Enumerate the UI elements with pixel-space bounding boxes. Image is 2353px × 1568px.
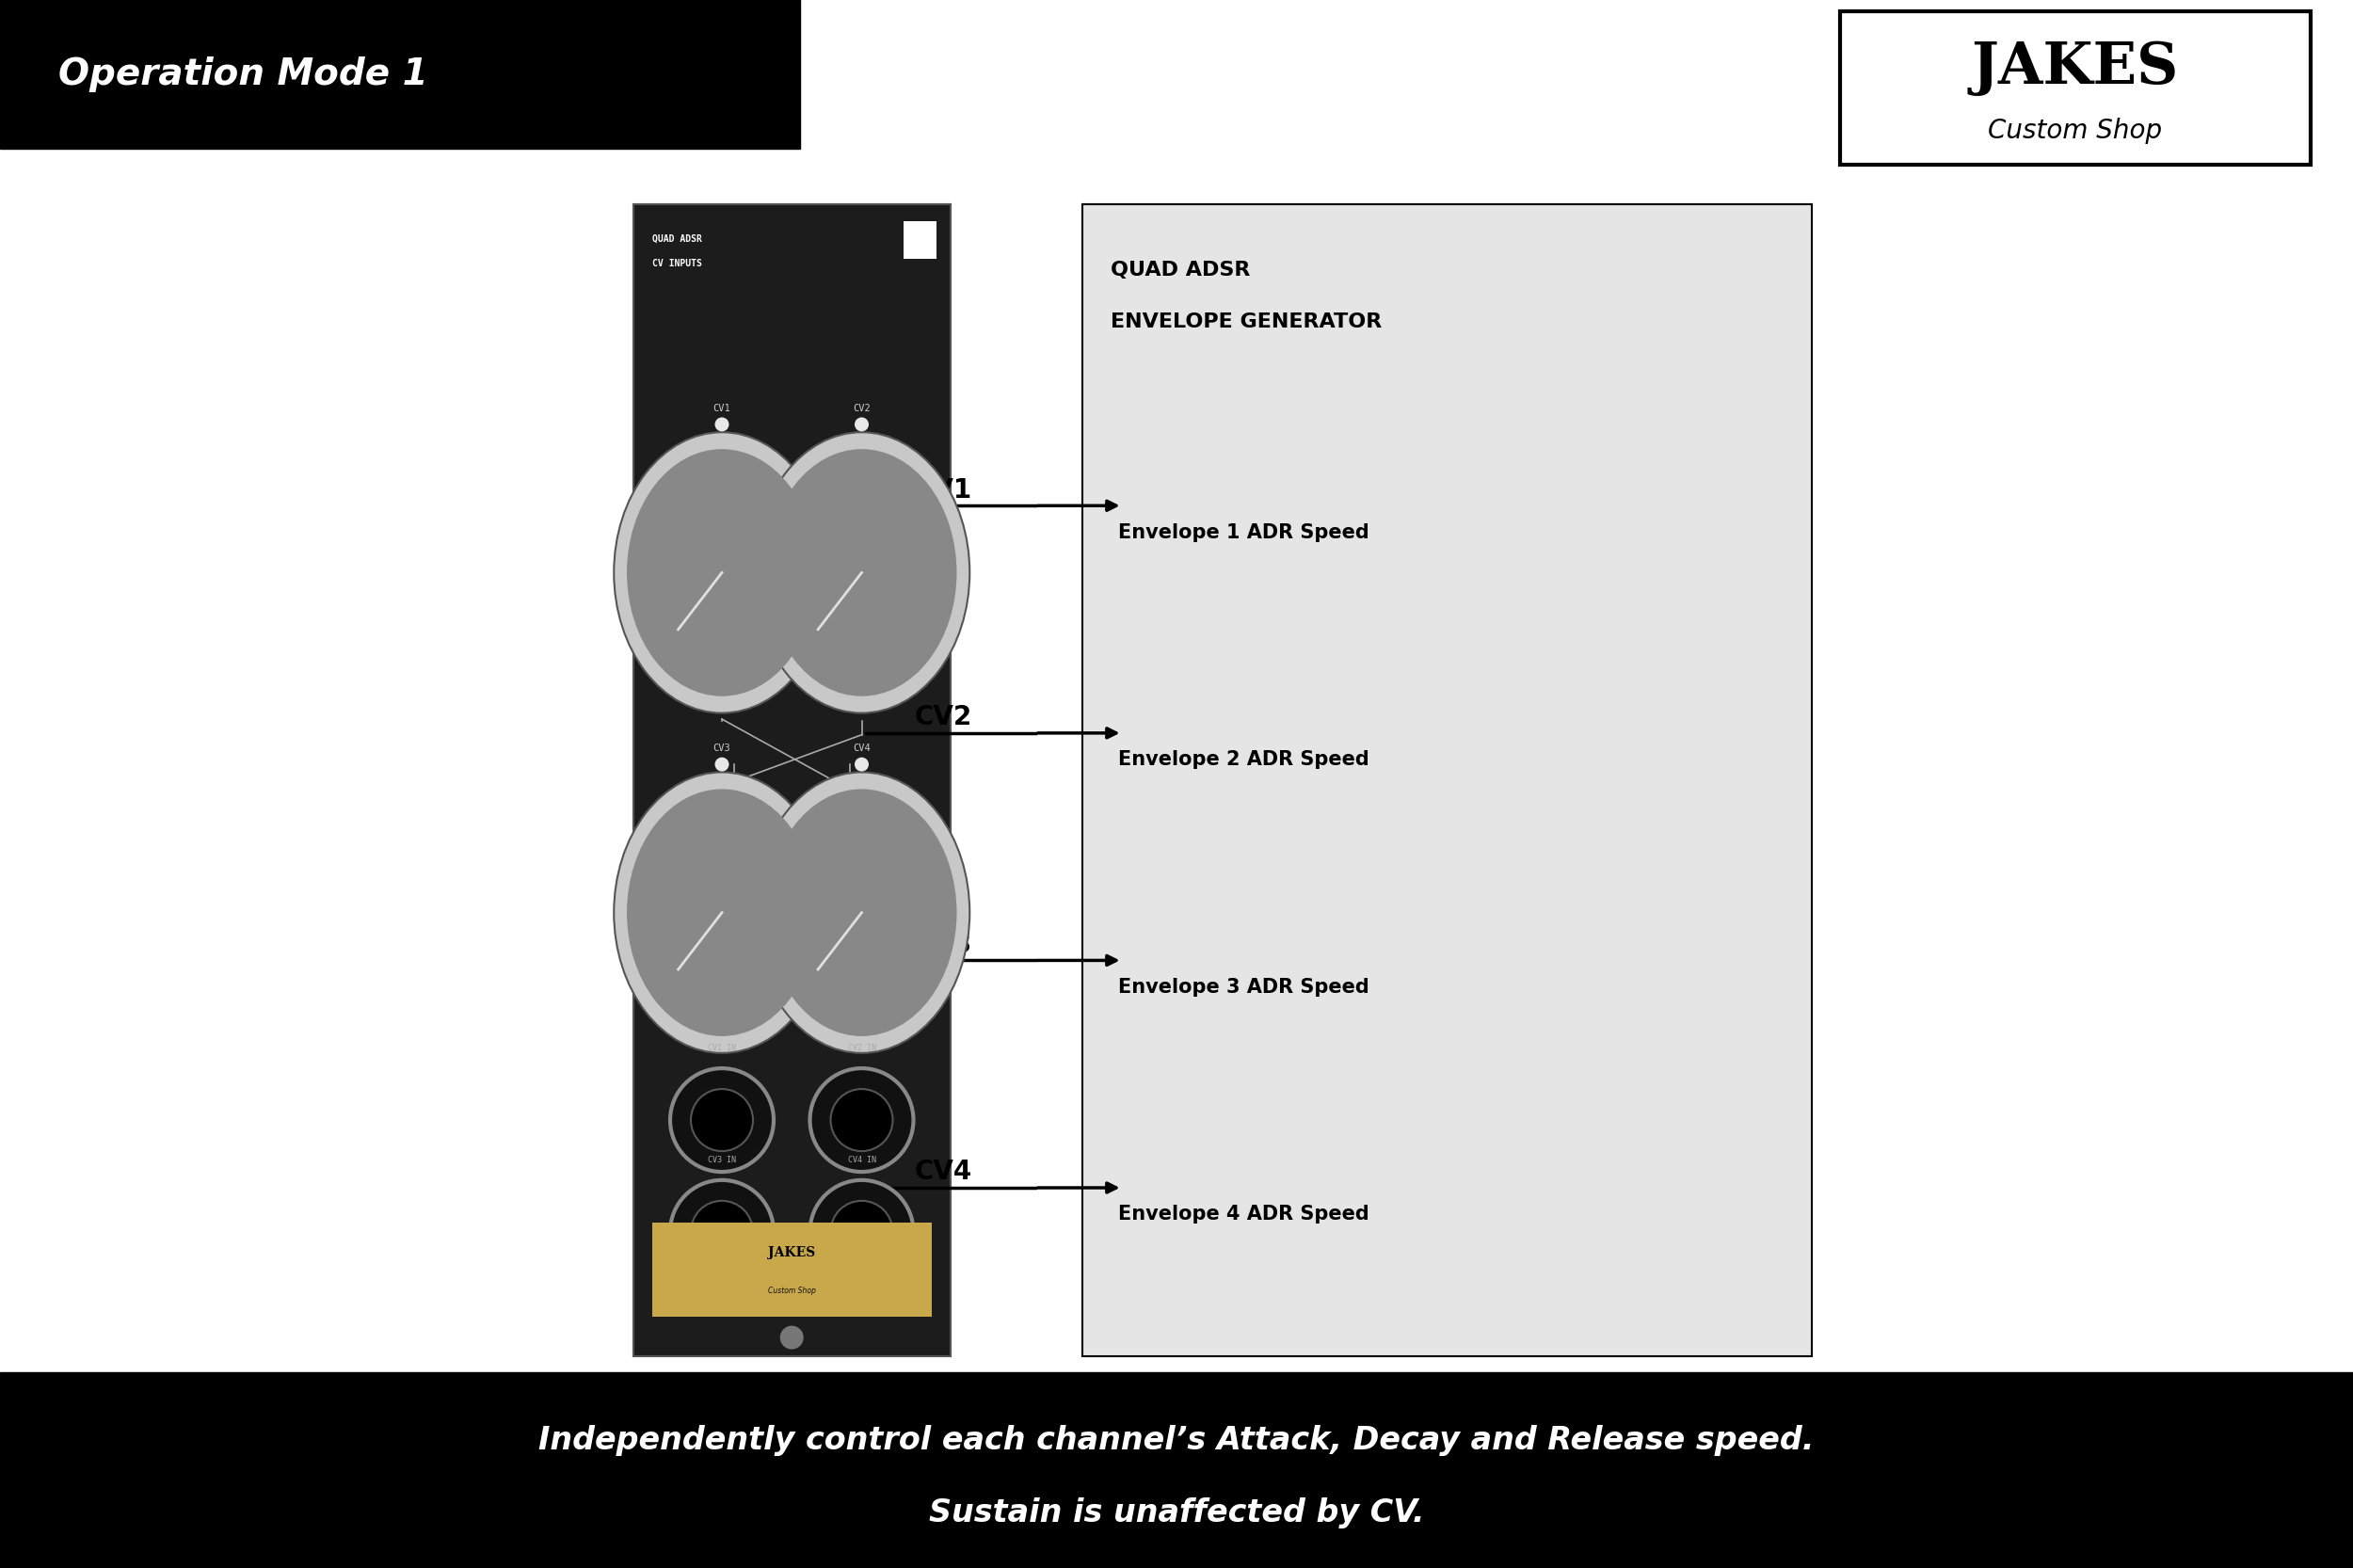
Text: CV3: CV3 — [913, 931, 972, 958]
Bar — [1840, 11, 2311, 165]
Text: CV4 IN: CV4 IN — [847, 1156, 875, 1165]
Bar — [0, 1372, 2353, 1568]
Text: JAKES: JAKES — [767, 1247, 816, 1259]
Ellipse shape — [671, 1181, 774, 1284]
Text: CV2 IN: CV2 IN — [847, 1044, 875, 1052]
Text: CV3: CV3 — [713, 743, 732, 753]
Text: CV INPUTS: CV INPUTS — [652, 259, 701, 268]
Text: Envelope 1 ADR Speed: Envelope 1 ADR Speed — [1118, 522, 1369, 543]
Text: CV4: CV4 — [913, 1159, 972, 1185]
Ellipse shape — [753, 771, 969, 1054]
Ellipse shape — [767, 448, 958, 696]
Ellipse shape — [854, 417, 868, 431]
Text: CV1: CV1 — [713, 405, 732, 414]
Text: CV1 IN: CV1 IN — [708, 1044, 736, 1052]
Ellipse shape — [781, 1325, 805, 1350]
Bar — [904, 221, 936, 259]
Bar — [1082, 204, 1812, 1356]
Text: CV2: CV2 — [852, 405, 871, 414]
Ellipse shape — [831, 1090, 892, 1151]
Text: CV3 IN: CV3 IN — [708, 1156, 736, 1165]
Ellipse shape — [809, 1068, 913, 1171]
Ellipse shape — [809, 1181, 913, 1284]
Text: Sustain is unaffected by CV.: Sustain is unaffected by CV. — [929, 1497, 1424, 1529]
Ellipse shape — [626, 789, 816, 1036]
Ellipse shape — [671, 1068, 774, 1171]
Text: QUAD ADSR: QUAD ADSR — [1111, 260, 1249, 279]
Text: ENVELOPE GENERATOR: ENVELOPE GENERATOR — [1111, 312, 1381, 331]
Bar — [633, 204, 951, 1356]
Text: Envelope 2 ADR Speed: Envelope 2 ADR Speed — [1118, 750, 1369, 770]
Text: Operation Mode 1: Operation Mode 1 — [59, 56, 428, 93]
Ellipse shape — [626, 448, 816, 696]
Text: CV1: CV1 — [915, 477, 972, 503]
Text: Independently control each channel’s Attack, Decay and Release speed.: Independently control each channel’s Att… — [539, 1425, 1814, 1457]
Bar — [0, 0, 800, 149]
Text: Custom Shop: Custom Shop — [1988, 118, 2162, 144]
Ellipse shape — [614, 771, 831, 1054]
Ellipse shape — [692, 1201, 753, 1262]
Text: CV4: CV4 — [852, 743, 871, 753]
Text: CV2: CV2 — [913, 704, 972, 731]
Text: Custom Shop: Custom Shop — [767, 1286, 816, 1295]
Ellipse shape — [715, 417, 729, 431]
Text: JAKES: JAKES — [1972, 39, 2179, 96]
Ellipse shape — [767, 789, 958, 1036]
Ellipse shape — [831, 1201, 892, 1262]
Ellipse shape — [692, 1090, 753, 1151]
Ellipse shape — [854, 757, 868, 771]
Bar — [652, 1223, 932, 1317]
Text: Envelope 4 ADR Speed: Envelope 4 ADR Speed — [1118, 1204, 1369, 1225]
Text: Envelope 3 ADR Speed: Envelope 3 ADR Speed — [1118, 977, 1369, 997]
Ellipse shape — [715, 757, 729, 771]
Ellipse shape — [753, 433, 969, 713]
Ellipse shape — [614, 433, 831, 713]
Text: QUAD ADSR: QUAD ADSR — [652, 234, 701, 243]
